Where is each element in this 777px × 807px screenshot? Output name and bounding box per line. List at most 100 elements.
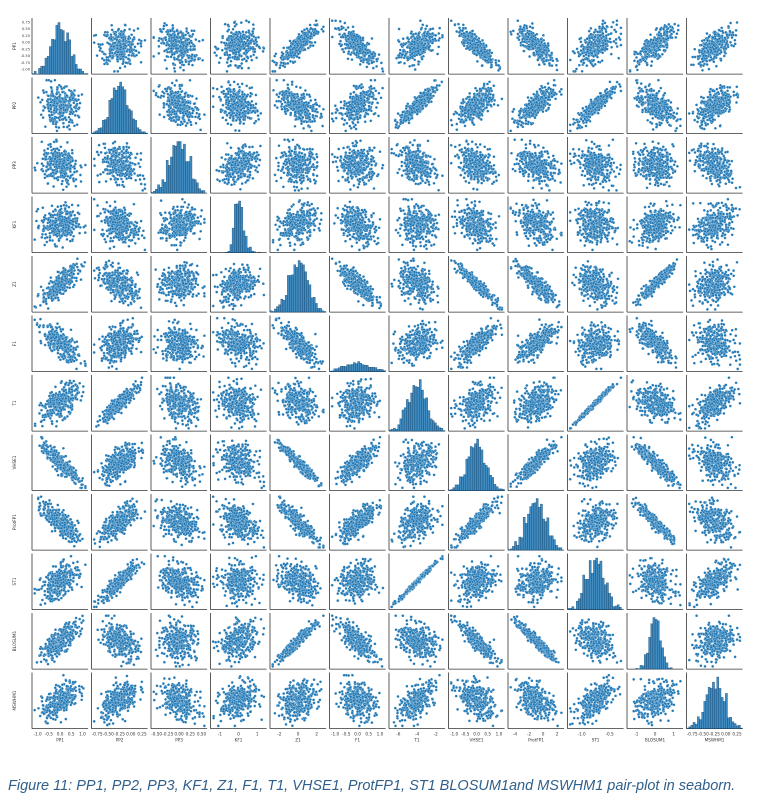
scatter-point	[68, 127, 72, 131]
scatter-point	[339, 39, 342, 43]
hist-bar	[136, 127, 140, 134]
scatter-point	[633, 59, 636, 63]
scatter-point	[190, 29, 194, 33]
scatter-point	[121, 38, 125, 42]
scatter-point	[573, 69, 577, 73]
scatter-point	[69, 107, 73, 111]
scatter-point	[226, 29, 230, 33]
scatter-point	[587, 41, 591, 44]
scatter-point	[194, 38, 198, 42]
scatter-point	[298, 86, 302, 90]
hist-bar	[140, 131, 144, 134]
hist-bar	[38, 68, 41, 75]
scatter-point	[249, 91, 253, 95]
panel-PP1-vs-PP1	[31, 18, 89, 75]
scatter-point	[254, 102, 258, 106]
scatter-point	[731, 31, 735, 34]
scatter-point	[604, 34, 608, 38]
scatter-point	[190, 115, 194, 119]
scatter-point	[292, 95, 296, 99]
scatter-point	[619, 43, 623, 47]
scatter-point	[119, 29, 123, 33]
y-tick-label: 0.00	[22, 41, 31, 45]
scatter-point	[675, 32, 679, 36]
scatter-point	[164, 38, 168, 42]
scatter-point	[236, 104, 240, 108]
scatter-point	[188, 78, 192, 82]
scatter-point	[701, 68, 704, 72]
scatter-point	[307, 124, 310, 128]
scatter-point	[618, 38, 622, 42]
scatter-point	[334, 19, 338, 23]
scatter-point	[185, 121, 189, 125]
scatter-point	[192, 47, 196, 51]
hist-bar	[134, 119, 137, 134]
scatter-point	[250, 99, 254, 103]
y-tick-label: 0.75	[22, 20, 30, 24]
scatter-point	[61, 90, 64, 94]
scatter-point	[541, 50, 545, 54]
scatter-point	[669, 35, 673, 39]
scatter-point	[229, 90, 233, 94]
scatter-point	[192, 29, 196, 33]
scatter-point	[300, 122, 303, 126]
scatter-point	[275, 106, 279, 110]
scatter-point	[538, 55, 542, 59]
panel-PP2-vs-PP2	[91, 77, 148, 135]
scatter-point	[239, 100, 243, 104]
hist-bar	[108, 100, 112, 134]
scatter-point	[665, 43, 669, 47]
scatter-point	[162, 105, 166, 109]
scatter-point	[102, 52, 106, 56]
scatter-point	[472, 49, 476, 52]
scatter-point	[116, 46, 119, 50]
scatter-point	[135, 53, 139, 57]
scatter-point	[228, 44, 232, 48]
scatter-point	[431, 32, 434, 35]
scatter-point	[594, 28, 597, 32]
hist-bar	[85, 73, 89, 75]
scatter-point	[291, 47, 295, 51]
scatter-point	[713, 55, 717, 59]
scatter-point	[238, 118, 242, 122]
scatter-point	[349, 126, 353, 130]
scatter-point	[644, 47, 648, 50]
scatter-point	[413, 68, 417, 71]
scatter-point	[734, 33, 738, 37]
scatter-point	[364, 47, 368, 51]
scatter-point	[494, 61, 498, 65]
scatter-point	[163, 58, 167, 62]
hist-bar	[66, 32, 69, 75]
hist-bar	[42, 65, 46, 75]
scatter-point	[362, 50, 366, 54]
scatter-point	[615, 45, 619, 48]
scatter-point	[308, 112, 312, 116]
scatter-point	[377, 53, 381, 57]
scatter-point	[704, 54, 708, 58]
scatter-point	[638, 58, 642, 62]
scatter-point	[190, 94, 194, 98]
scatter-point	[337, 26, 340, 30]
scatter-point	[584, 41, 588, 44]
scatter-point	[133, 45, 137, 49]
scatter-point	[345, 43, 349, 47]
scatter-point	[458, 26, 461, 30]
scatter-point	[254, 119, 258, 123]
scatter-point	[95, 54, 99, 58]
scatter-point	[116, 55, 119, 59]
scatter-point	[65, 94, 69, 97]
scatter-point	[417, 34, 420, 38]
scatter-point	[257, 35, 260, 39]
scatter-point	[509, 32, 513, 36]
hist-bar	[104, 119, 107, 134]
scatter-point	[586, 48, 590, 51]
scatter-point	[598, 39, 602, 43]
scatter-point	[242, 51, 246, 55]
y-tick-label: -0.25	[21, 47, 30, 51]
scatter-point	[488, 54, 492, 58]
scatter-point	[118, 66, 122, 70]
scatter-point	[134, 49, 138, 53]
scatter-point	[162, 91, 166, 95]
scatter-point	[130, 33, 134, 37]
scatter-point	[601, 48, 605, 52]
